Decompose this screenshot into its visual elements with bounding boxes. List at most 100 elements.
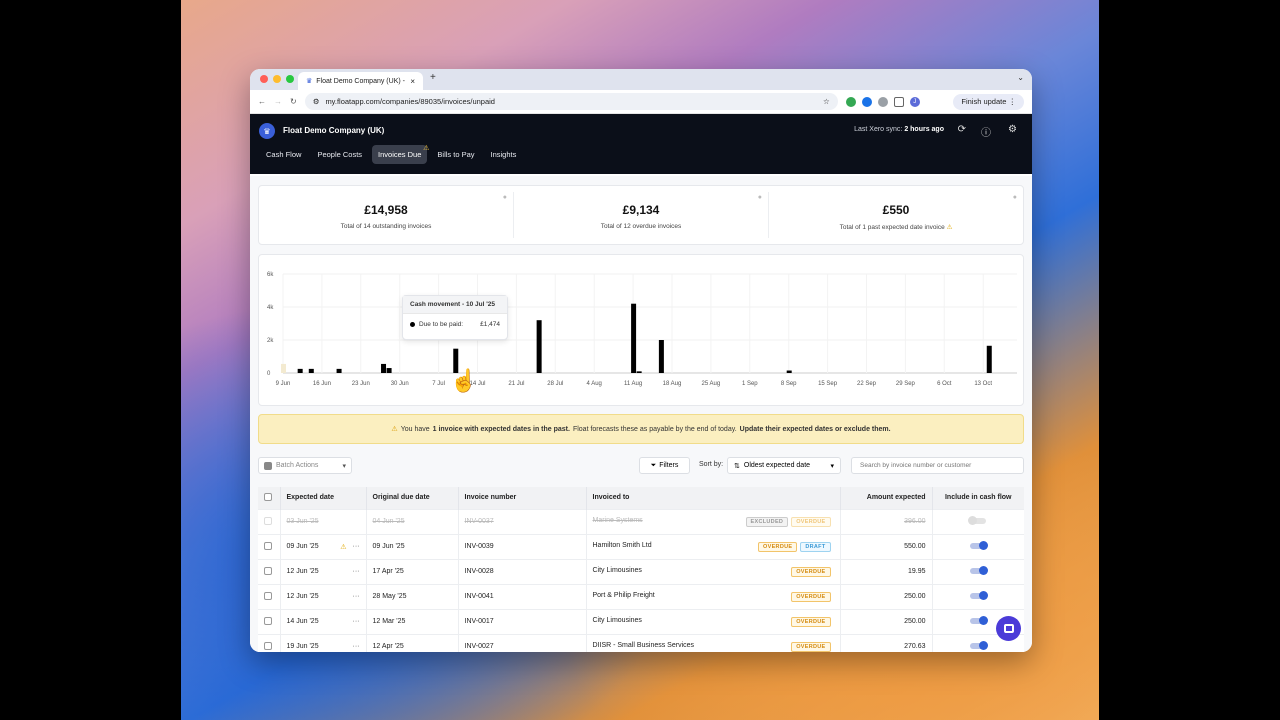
chart-bar[interactable] bbox=[308, 368, 314, 373]
more-options-icon[interactable]: ··· bbox=[352, 542, 360, 550]
info-icon[interactable]: ● bbox=[502, 194, 507, 201]
extension-icon[interactable] bbox=[861, 96, 872, 107]
back-icon[interactable]: ← bbox=[258, 97, 266, 106]
table-row[interactable]: 09 Jun '25 ··· ⚠ 09 Jun '25 INV-0039 Ham… bbox=[258, 533, 1024, 559]
invoice-number[interactable]: INV-0027 bbox=[458, 633, 587, 652]
checkbox[interactable] bbox=[264, 616, 272, 625]
col-invoice-number[interactable]: Invoice number bbox=[458, 487, 587, 509]
search-input[interactable] bbox=[851, 457, 1024, 474]
company-name[interactable]: Float Demo Company (UK) bbox=[283, 126, 385, 135]
row-select-cell[interactable] bbox=[258, 608, 281, 634]
new-tab-icon[interactable]: + bbox=[430, 72, 436, 83]
chart-bar[interactable] bbox=[453, 348, 459, 373]
chart-bar[interactable] bbox=[281, 363, 286, 373]
profile-avatar[interactable]: J bbox=[909, 96, 920, 107]
info-icon[interactable]: ● bbox=[1012, 194, 1017, 201]
chart-bar[interactable] bbox=[986, 345, 992, 373]
table-row[interactable]: 03 Jun '25 04 Jun '25 INV-0037 Marine Sy… bbox=[258, 508, 1024, 534]
chart-bar[interactable] bbox=[786, 370, 792, 373]
include-cash-flow-toggle[interactable] bbox=[970, 540, 989, 550]
help-icon[interactable]: ⓘ bbox=[981, 128, 991, 139]
checkbox[interactable] bbox=[264, 591, 272, 600]
close-window-button[interactable] bbox=[260, 75, 268, 83]
include-cash-flow-toggle[interactable] bbox=[970, 615, 989, 625]
expected-date-cell[interactable]: 12 Jun '25 ··· bbox=[280, 558, 367, 584]
chart-bar[interactable] bbox=[658, 340, 664, 373]
row-select-cell[interactable] bbox=[258, 583, 281, 609]
col-expected-date[interactable]: Expected date bbox=[280, 487, 367, 509]
tab-strip: ♛ Float Demo Company (UK) - × + ⌄ bbox=[250, 69, 1032, 90]
refresh-sync-icon[interactable]: ⟳ bbox=[957, 124, 966, 135]
col-amount-expected[interactable]: Amount expected bbox=[840, 487, 933, 509]
extension-icon[interactable] bbox=[877, 96, 888, 107]
col-invoiced-to[interactable]: Invoiced to bbox=[586, 487, 841, 509]
more-options-icon[interactable]: ··· bbox=[352, 568, 360, 575]
site-info-icon[interactable]: ⚙ bbox=[312, 97, 320, 106]
chart-bar[interactable] bbox=[636, 371, 642, 373]
url-field[interactable]: ⚙ my.floatapp.com/companies/89035/invoic… bbox=[304, 93, 838, 110]
col-original-due-date[interactable]: Original due date bbox=[366, 487, 459, 509]
nav-bills-to-pay[interactable]: Bills to Pay bbox=[437, 150, 475, 159]
sort-dropdown[interactable]: ⇅ Oldest expected date ▾ bbox=[727, 457, 841, 474]
chart-bar[interactable] bbox=[297, 368, 303, 373]
include-cash-flow-toggle[interactable] bbox=[968, 515, 987, 525]
table-row[interactable]: 14 Jun '25 ··· 12 Mar '25 INV-0017 City … bbox=[258, 608, 1024, 634]
filters-button[interactable]: ⏷ Filters bbox=[639, 457, 690, 474]
table-row[interactable]: 12 Jun '25 ··· 28 May '25 INV-0041 Port … bbox=[258, 583, 1024, 609]
bookmark-star-icon[interactable]: ☆ bbox=[822, 97, 830, 106]
expected-date-cell[interactable]: 03 Jun '25 bbox=[280, 508, 367, 534]
invoice-number[interactable]: INV-0028 bbox=[458, 558, 587, 584]
checkbox[interactable] bbox=[264, 516, 272, 525]
batch-actions-dropdown[interactable]: Batch Actions ▾ bbox=[258, 457, 352, 474]
gear-icon[interactable]: ⚙ bbox=[1008, 124, 1017, 135]
expected-date-cell[interactable]: 12 Jun '25 ··· bbox=[280, 583, 367, 609]
invoice-number[interactable]: INV-0017 bbox=[458, 608, 587, 634]
select-all-header[interactable] bbox=[258, 487, 281, 509]
row-select-cell[interactable] bbox=[258, 508, 281, 534]
invoice-number[interactable]: INV-0041 bbox=[458, 583, 587, 609]
update-dates-link[interactable]: Update their expected dates or exclude t… bbox=[739, 425, 891, 433]
nav-cash-flow[interactable]: Cash Flow bbox=[266, 150, 302, 159]
chart-bar[interactable] bbox=[381, 363, 387, 373]
checkbox[interactable] bbox=[264, 492, 272, 501]
nav-invoices-due[interactable]: Invoices Due ⚠ bbox=[372, 145, 429, 164]
reload-icon[interactable]: ↻ bbox=[290, 97, 297, 106]
minimize-window-button[interactable] bbox=[273, 75, 281, 83]
checkbox[interactable] bbox=[264, 566, 272, 575]
puzzle-icon[interactable] bbox=[893, 96, 904, 107]
more-options-icon[interactable]: ··· bbox=[352, 643, 360, 651]
maximize-window-button[interactable] bbox=[286, 75, 294, 83]
invoice-number[interactable]: INV-0039 bbox=[458, 533, 587, 559]
include-cash-flow-toggle[interactable] bbox=[970, 590, 989, 600]
nav-insights[interactable]: Insights bbox=[490, 150, 517, 159]
forward-icon[interactable]: → bbox=[274, 97, 282, 106]
nav-people-costs[interactable]: People Costs bbox=[317, 150, 363, 159]
more-options-icon[interactable]: ··· bbox=[352, 618, 360, 625]
expected-date-cell[interactable]: 19 Jun '25 ··· bbox=[280, 633, 367, 652]
include-cash-flow-toggle[interactable] bbox=[970, 565, 989, 575]
chart-bar[interactable] bbox=[536, 320, 542, 373]
chart-bar[interactable] bbox=[336, 368, 342, 373]
table-row[interactable]: 19 Jun '25 ··· 12 Apr '25 INV-0027 DIISR… bbox=[258, 633, 1024, 652]
chevron-down-icon[interactable]: ⌄ bbox=[1017, 73, 1024, 82]
row-select-cell[interactable] bbox=[258, 533, 281, 559]
checkbox[interactable] bbox=[264, 541, 272, 550]
invoice-number[interactable]: INV-0037 bbox=[458, 508, 587, 534]
chart-bar[interactable] bbox=[386, 368, 392, 373]
more-options-icon[interactable]: ··· bbox=[352, 593, 360, 600]
float-logo-icon[interactable]: ♛ bbox=[259, 123, 275, 139]
close-tab-icon[interactable]: × bbox=[410, 76, 415, 86]
row-select-cell[interactable] bbox=[258, 633, 281, 652]
table-row[interactable]: 12 Jun '25 ··· 17 Apr '25 INV-0028 City … bbox=[258, 558, 1024, 584]
expected-date-cell[interactable]: 09 Jun '25 ··· ⚠ bbox=[280, 533, 367, 559]
include-cash-flow-toggle[interactable] bbox=[970, 640, 989, 650]
row-select-cell[interactable] bbox=[258, 558, 281, 584]
browser-tab[interactable]: ♛ Float Demo Company (UK) - × bbox=[298, 72, 423, 90]
chart-bar[interactable] bbox=[631, 303, 637, 373]
chat-launcher-button[interactable] bbox=[996, 616, 1021, 641]
info-icon[interactable]: ● bbox=[757, 194, 762, 201]
finish-update-button[interactable]: Finish update ⋮ bbox=[953, 93, 1024, 110]
expected-date-cell[interactable]: 14 Jun '25 ··· bbox=[280, 608, 367, 634]
extension-icon[interactable] bbox=[845, 96, 856, 107]
checkbox[interactable] bbox=[264, 641, 272, 650]
